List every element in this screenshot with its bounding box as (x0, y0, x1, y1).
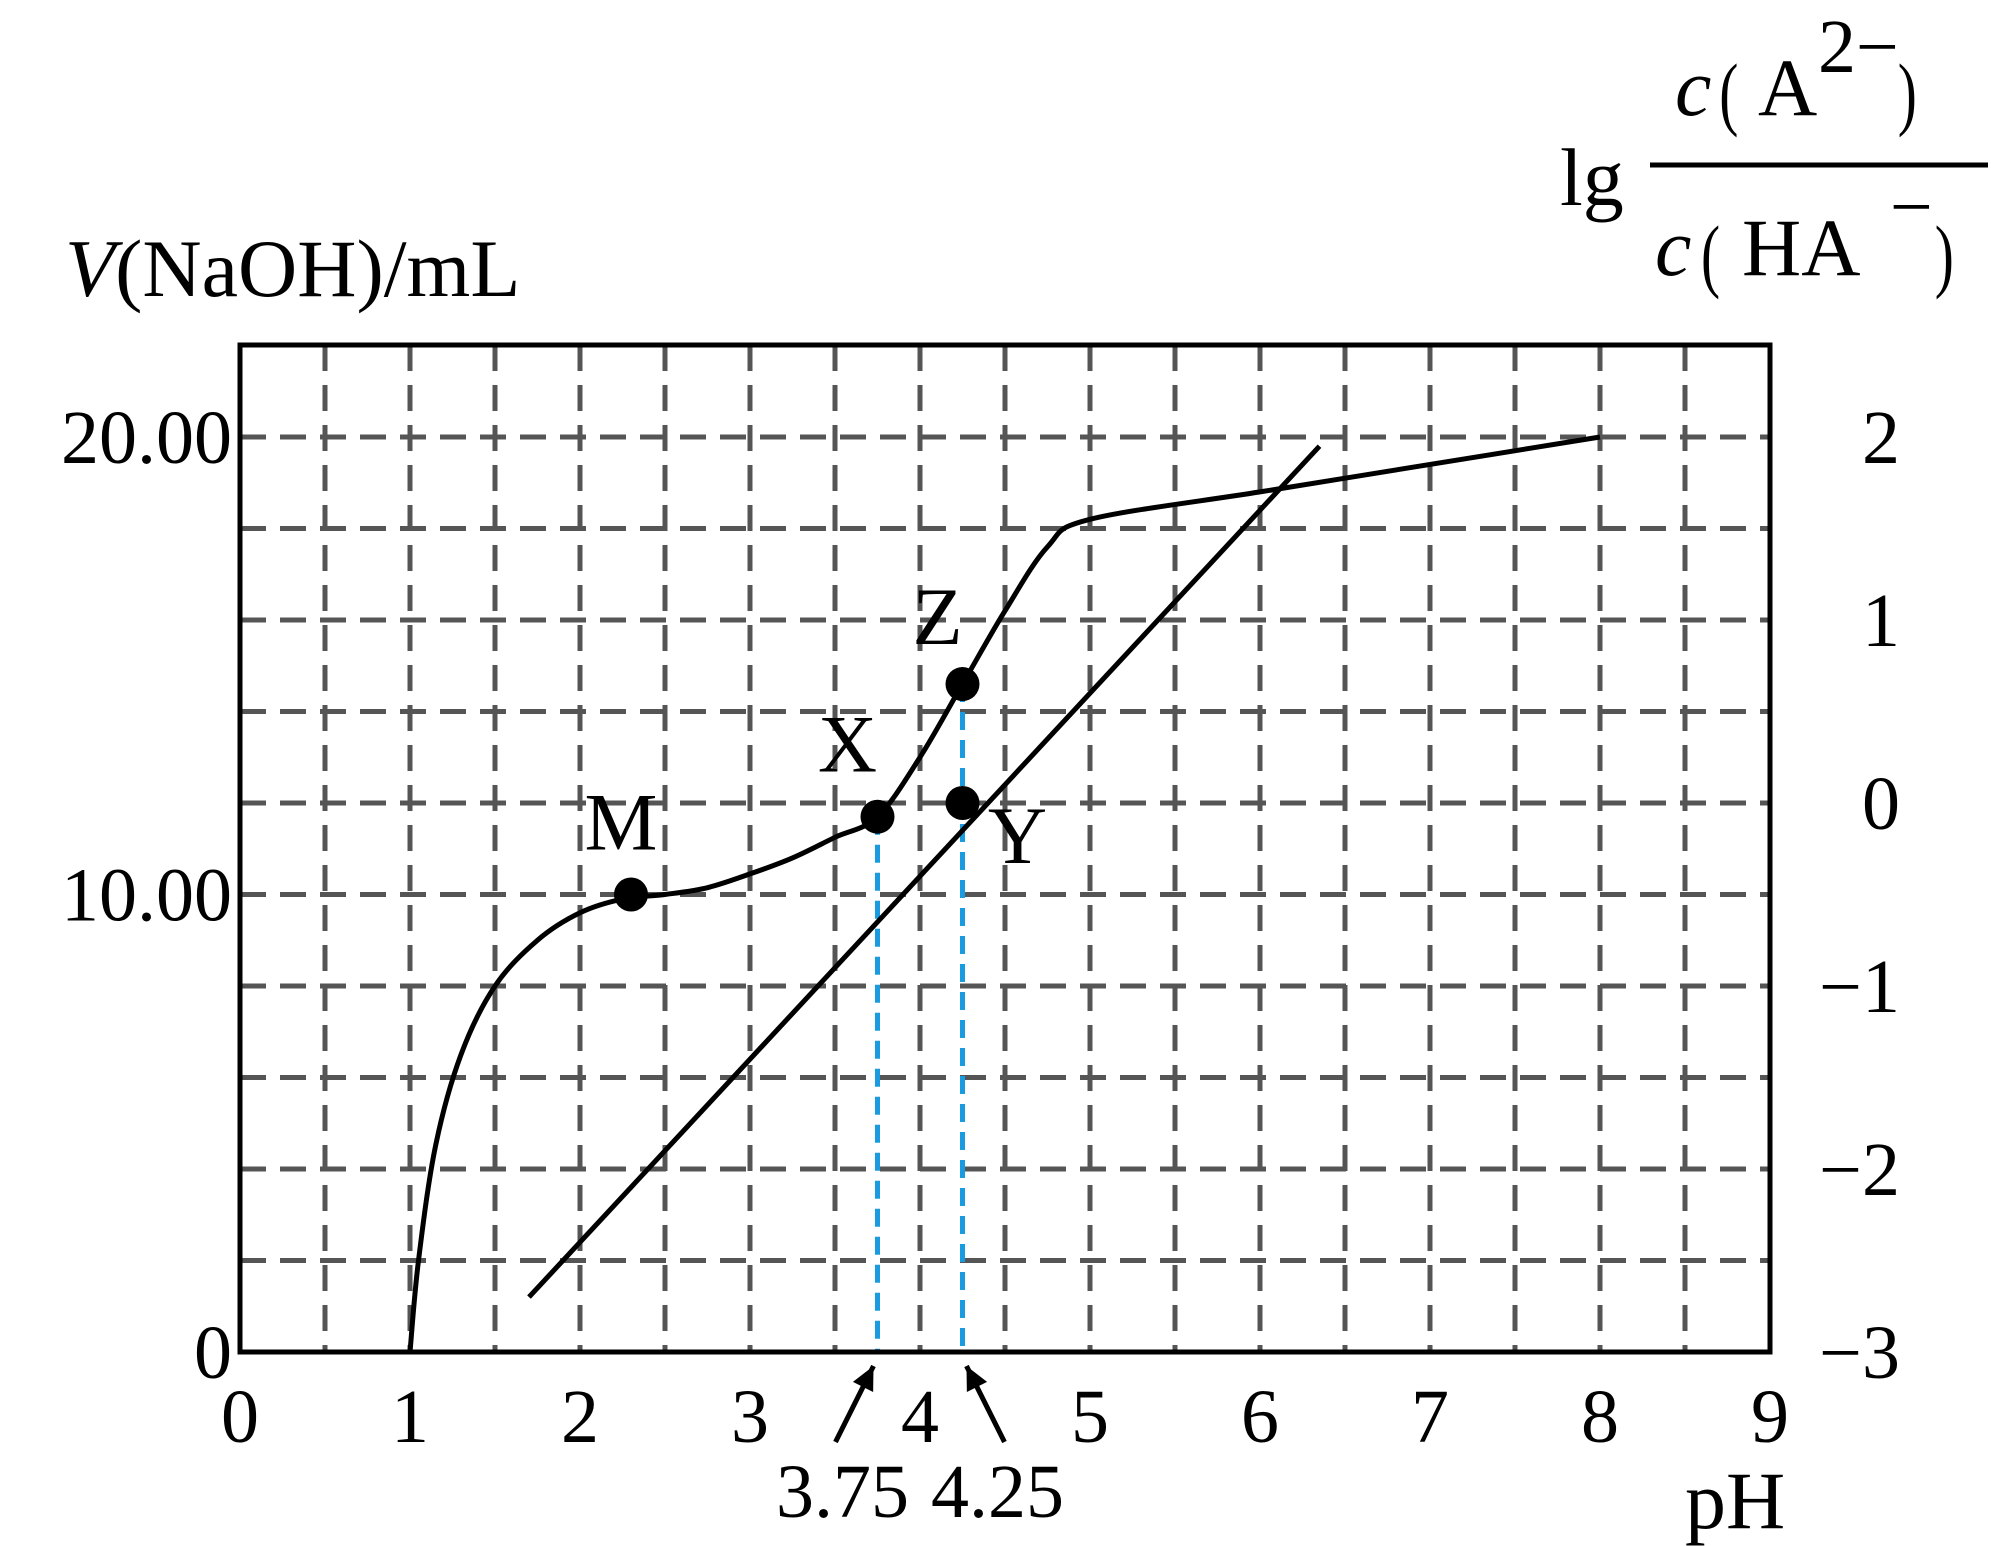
x-tick-label: 2 (561, 1375, 599, 1459)
series (407, 434, 1601, 1353)
y-left-tick-label: 0 (194, 1311, 232, 1395)
y-right-tick-label: 1 (1862, 579, 1900, 663)
y-left-axis-unit: (NaOH)/mL (115, 223, 520, 314)
plot-frame (237, 342, 1773, 1355)
y-right-title-den-charge: − (1890, 165, 1933, 249)
x-tick-label: 8 (1581, 1375, 1619, 1459)
y-left-tick-label: 10.00 (61, 854, 232, 938)
y-right-title-num-c: c (1675, 42, 1711, 133)
tick-labels: 0 1 2 3 4 5 6 7 8 9 0 10.00 20.00 2 1 0 −1 −2 −3 (61, 396, 1900, 1459)
marker-guides (875, 684, 965, 1352)
y-right-title-num-open-paren: ( (1719, 48, 1738, 138)
y-right-title-num-close-paren: ) (1898, 48, 1917, 138)
x-marker-label: 4.25 (931, 1450, 1064, 1534)
x-tick-label: 9 (1751, 1375, 1789, 1459)
y-left-axis-title: V(NaOH)/mL (65, 223, 520, 314)
point-label-z: Z (912, 571, 962, 662)
point-label-y: Y (988, 790, 1047, 881)
x-marker-label: 3.75 (776, 1450, 909, 1534)
x-tick-label: 5 (1071, 1375, 1109, 1459)
x-tick-label: 7 (1411, 1375, 1449, 1459)
x-tick-label: 4 (901, 1375, 939, 1459)
y-right-axis-title: lg c ( A 2− ) c ( HA − ) (1560, 5, 1988, 301)
x-tick-label: 0 (221, 1375, 259, 1459)
marker-arrow-head (852, 1366, 874, 1392)
y-right-tick-label: −1 (1819, 945, 1900, 1029)
x-tick-label: 1 (391, 1375, 429, 1459)
y-left-tick-label: 20.00 (61, 396, 232, 480)
series-line-lg-ratio (527, 444, 1322, 1299)
point-m (614, 877, 648, 912)
series-line-volume (407, 434, 1601, 1353)
point-label-m: M (585, 777, 658, 868)
y-right-title-num-charge: 2− (1818, 5, 1899, 89)
y-right-title-num-species: A (1758, 42, 1817, 133)
point-label-x: X (818, 699, 877, 790)
point-x (860, 799, 895, 834)
marker-arrow-head (966, 1366, 988, 1392)
y-right-title-den-c: c (1655, 202, 1691, 293)
x-tick-label: 6 (1241, 1375, 1279, 1459)
y-right-title-lg: lg (1560, 132, 1624, 223)
y-right-tick-label: 0 (1862, 762, 1900, 846)
y-left-axis-var: V (65, 223, 123, 314)
x-tick-label: 3 (731, 1375, 769, 1459)
annotated-points: M XZ Y (585, 571, 1047, 912)
x-markers: 3.75 4.25 (776, 1364, 1064, 1534)
y-right-title-den-species: HA (1742, 202, 1860, 293)
x-axis-title: pH (1685, 1455, 1785, 1546)
point-y (945, 786, 980, 820)
y-right-title-den-close-paren: ) (1935, 210, 1954, 300)
point-z (945, 667, 980, 702)
y-right-tick-label: −2 (1819, 1128, 1900, 1212)
y-right-tick-label: 2 (1862, 396, 1900, 480)
y-right-title-den-open-paren: ( (1701, 210, 1720, 300)
y-right-tick-label: −3 (1819, 1311, 1900, 1395)
